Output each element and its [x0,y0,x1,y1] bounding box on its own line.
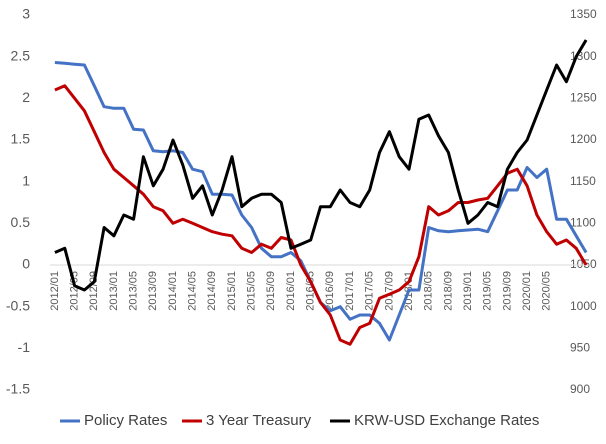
x-tick-label: 2019/05 [482,271,494,311]
x-tick-label: 2014/05 [187,271,199,311]
x-tick-label: 2017/05 [364,271,376,311]
x-tick-label: 2015/05 [246,271,258,311]
x-tick-label: 2016/09 [324,271,336,311]
y-tick-label: 1.5 [11,131,31,147]
y2-tick-label: 1250 [570,91,597,105]
y2-tick-label: 900 [570,382,590,396]
x-tick-label: 2015/01 [226,271,238,311]
x-tick-label: 2020/05 [541,271,553,311]
x-tick-label: 2018/09 [442,271,454,311]
y-tick-label: -0.5 [6,297,30,313]
y-tick-label: 1 [22,172,30,188]
x-tick-label: 2017/09 [383,271,395,311]
x-tick-label: 2018/05 [423,271,435,311]
x-tick-label: 2014/09 [206,271,218,311]
legend-label: Policy Rates [84,412,167,429]
y2-tick-label: 1050 [570,257,597,271]
y-tick-label: 2.5 [11,47,31,63]
y2-tick-label: 1200 [570,132,597,146]
x-tick-label: 2012/09 [88,271,100,311]
x-tick-label: 2019/01 [462,271,474,311]
x-tick-label: 2013/01 [108,271,120,311]
y-tick-label: 3 [22,6,30,22]
x-tick-label: 2019/09 [501,271,513,311]
y-tick-label: 0 [22,256,30,272]
legend-label: KRW-USD Exchange Rates [354,412,539,429]
x-tick-label: 2017/01 [344,271,356,311]
legend-label: 3 Year Treasury [206,412,312,429]
x-tick-label: 2016/01 [285,271,297,311]
y-tick-label: 2 [22,89,30,105]
x-tick-label: 2014/01 [167,271,179,311]
x-tick-label: 2013/09 [147,271,159,311]
x-tick-label: 2012/05 [68,271,80,311]
series-line [54,39,588,292]
y2-tick-label: 1150 [570,174,596,188]
y2-tick-label: 1000 [570,299,597,313]
x-tick-label: 2020/01 [521,271,533,311]
x-tick-label: 2015/09 [265,271,277,311]
y2-tick-label: 1100 [570,216,596,230]
x-tick-label: 2013/05 [128,271,140,311]
series-line [54,84,588,346]
x-tick-label: 2016/05 [305,271,317,311]
y-tick-label: -1.5 [6,381,30,397]
y-tick-label: 0.5 [11,214,31,230]
y2-tick-label: 1350 [570,7,597,21]
x-tick-label: 2012/01 [49,271,61,311]
y-tick-label: -1 [18,339,31,355]
y2-tick-label: 950 [570,341,590,355]
